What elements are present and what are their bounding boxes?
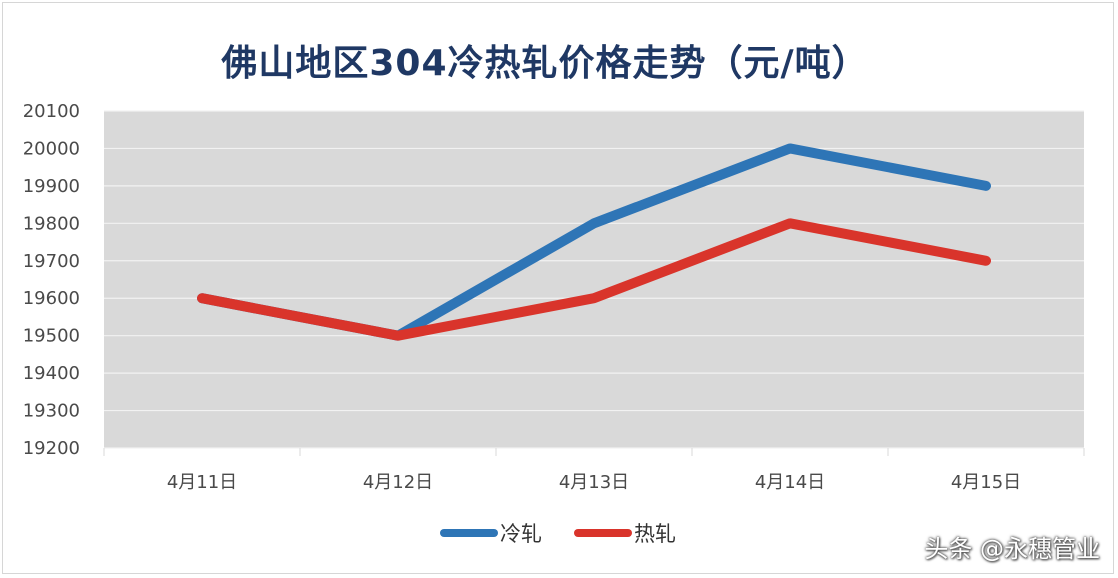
y-tick-label: 19300 [23, 401, 80, 422]
series-lines [197, 143, 991, 341]
x-tick-label: 4月15日 [951, 472, 1021, 493]
y-tick-label: 19700 [23, 251, 80, 272]
y-tick-label: 19800 [23, 213, 80, 234]
legend-label-0: 冷轧 [500, 522, 542, 546]
chart-title: 佛山地区304冷热轧价格走势（元/吨） [221, 43, 869, 84]
y-tick-label: 20100 [23, 101, 80, 122]
y-tick-label: 19400 [23, 363, 80, 384]
y-tick-label: 19600 [23, 288, 80, 309]
x-tick-label: 4月11日 [167, 472, 237, 493]
legend: 冷轧 热轧 [440, 522, 676, 546]
y-tick-label: 19200 [23, 438, 80, 459]
legend-label-1: 热轧 [634, 522, 676, 546]
y-tick-label: 20000 [23, 138, 80, 159]
watermark-text: 头条 @永穗管业 [924, 535, 1100, 563]
x-tick-label: 4月14日 [755, 472, 825, 493]
x-tick-label: 4月13日 [559, 472, 629, 493]
plot-area [104, 111, 1084, 448]
y-axis-ticks: 20100 20000 19900 19800 19700 19600 19500 19400… [23, 101, 80, 459]
y-tick-label: 19500 [23, 326, 80, 347]
y-tick-label: 19900 [23, 176, 80, 197]
x-tick-label: 4月12日 [363, 472, 433, 493]
x-axis-ticks: 4月11日 4月12日 4月13日 4月14日 4月15日 [167, 472, 1021, 493]
